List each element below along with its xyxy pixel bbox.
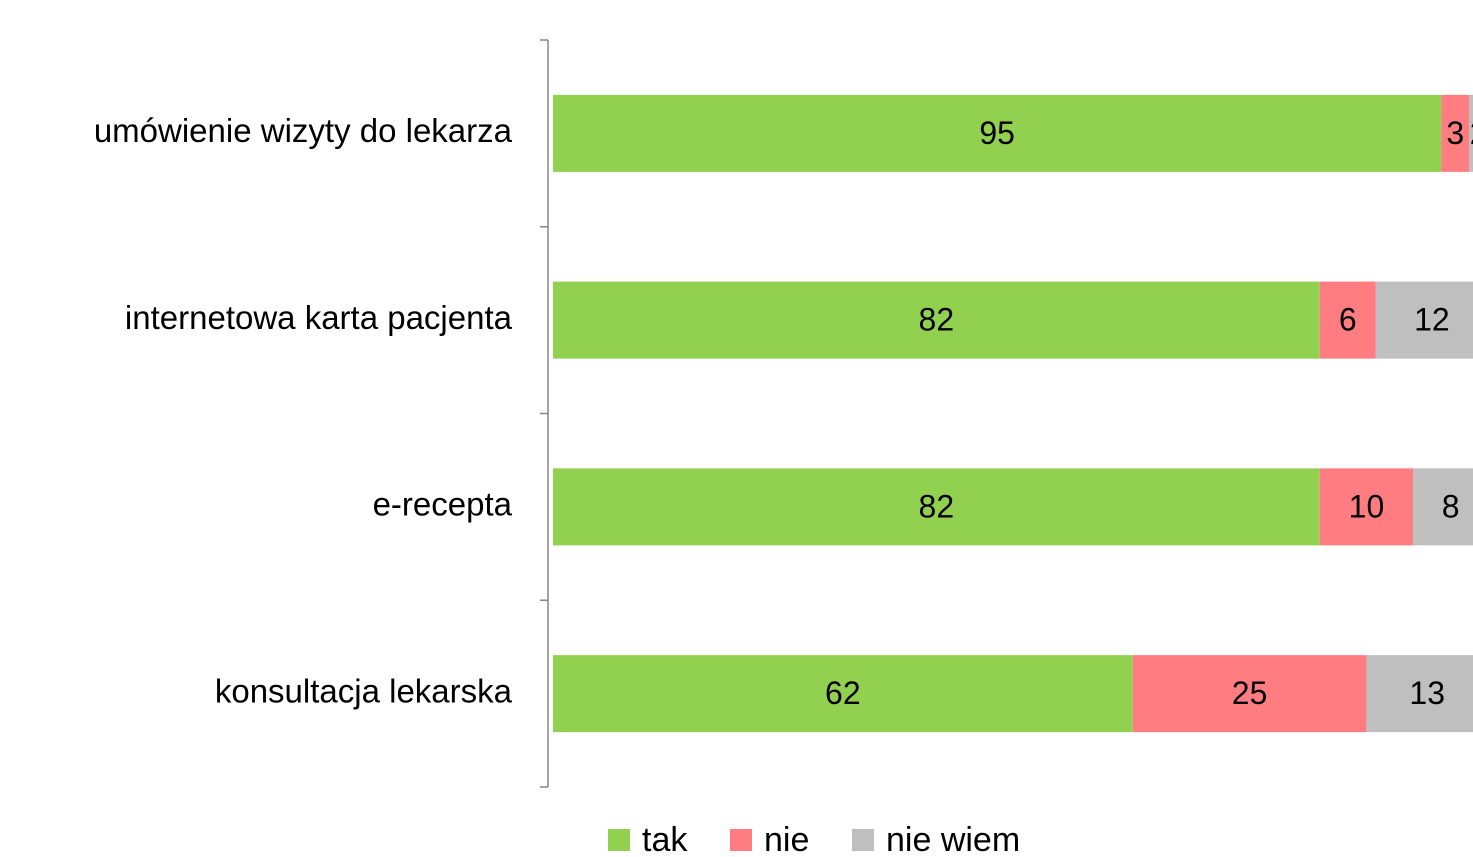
value-label: 2 bbox=[1470, 115, 1473, 151]
legend-swatch bbox=[608, 829, 630, 851]
legend-swatch bbox=[852, 829, 874, 851]
legend-label: nie bbox=[764, 821, 809, 857]
bar-segment bbox=[553, 281, 1320, 359]
value-label: 10 bbox=[1349, 488, 1385, 524]
bar-segment bbox=[1441, 94, 1470, 172]
bar-segment bbox=[1413, 468, 1473, 546]
category-label: umówienie wizyty do lekarza bbox=[94, 112, 513, 149]
category-label: e-recepta bbox=[373, 486, 513, 523]
legend-label: nie wiem bbox=[886, 821, 1020, 857]
value-label: 62 bbox=[825, 675, 861, 711]
value-label: 6 bbox=[1339, 302, 1357, 338]
value-label: 82 bbox=[919, 488, 955, 524]
bar-segment bbox=[1469, 94, 1473, 172]
bar-segment bbox=[1375, 281, 1473, 359]
value-label: 82 bbox=[919, 302, 955, 338]
bar-segment bbox=[1319, 281, 1376, 359]
legend-label: tak bbox=[642, 821, 688, 857]
bar-segment bbox=[553, 94, 1442, 172]
bar-segment bbox=[1132, 655, 1367, 733]
value-label: 3 bbox=[1446, 115, 1464, 151]
category-label: internetowa karta pacjenta bbox=[125, 299, 513, 336]
category-label: konsultacja lekarska bbox=[215, 672, 513, 709]
bar-segment bbox=[553, 655, 1133, 733]
value-label: 13 bbox=[1409, 675, 1445, 711]
value-label: 12 bbox=[1414, 302, 1450, 338]
value-label: 25 bbox=[1232, 675, 1268, 711]
bar-segment bbox=[1366, 655, 1473, 733]
value-label: 8 bbox=[1442, 488, 1460, 524]
bar-segment bbox=[553, 468, 1320, 546]
bar-segment bbox=[1319, 468, 1414, 546]
value-label: 95 bbox=[979, 115, 1015, 151]
legend-swatch bbox=[730, 829, 752, 851]
